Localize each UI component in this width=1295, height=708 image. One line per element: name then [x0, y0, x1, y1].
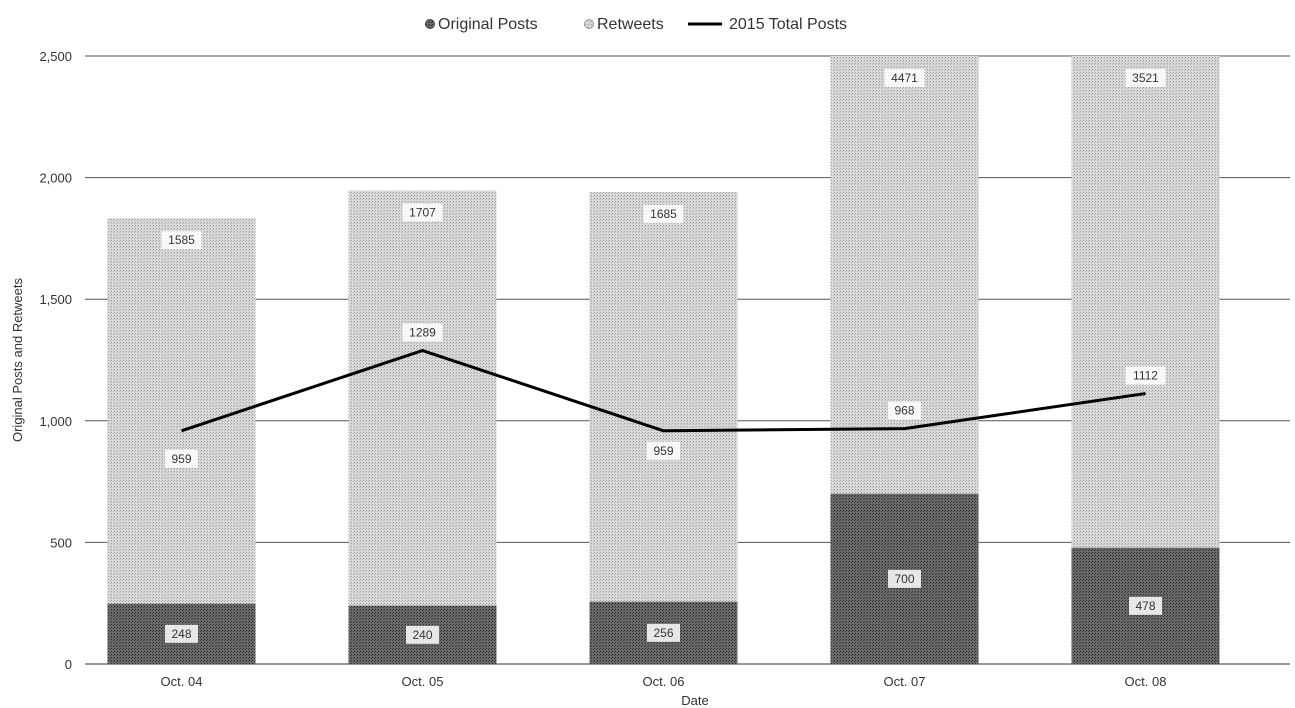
data-label-retweets-bg — [643, 204, 684, 223]
data-label-total-posts-bg — [402, 323, 443, 342]
y-tick-labels: 0 500 1,000 1,500 2,000 2,500 — [39, 49, 72, 672]
data-label-retweets-bg — [884, 69, 925, 87]
data-label-total-posts-text: 1112 — [1133, 369, 1158, 383]
data-label-original-posts: 700 — [888, 569, 921, 588]
data-label-original-posts-text: 256 — [653, 626, 673, 640]
data-label-original-posts-text: 248 — [171, 627, 191, 641]
data-label-retweets-text: 1685 — [650, 207, 677, 221]
data-label-retweets-text: 3521 — [1132, 71, 1159, 85]
data-label-total-posts-bg — [647, 441, 680, 460]
x-tick-label: Oct. 06 — [643, 674, 685, 689]
data-label-retweets: 1685 — [643, 204, 684, 223]
data-label-total-posts-bg — [888, 401, 921, 420]
data-label-total-posts-bg — [165, 449, 198, 468]
data-label-total-posts-text: 968 — [894, 404, 914, 418]
data-label-retweets: 1707 — [402, 203, 443, 222]
y-tick-label: 2,000 — [39, 171, 72, 186]
data-label-total-posts: 968 — [888, 401, 921, 420]
data-label-total-posts: 1112 — [1125, 366, 1166, 385]
data-label-retweets-bg — [161, 231, 202, 250]
data-label-original-posts-text: 478 — [1135, 599, 1155, 613]
y-tick-label: 500 — [50, 535, 72, 550]
data-label-original-posts-bg — [888, 569, 921, 588]
y-tick-label: 1,500 — [39, 292, 72, 307]
x-tick-label: Oct. 07 — [884, 674, 926, 689]
data-label-total-posts-text: 959 — [171, 452, 191, 466]
legend-label-retweets: Retweets — [597, 16, 664, 33]
data-label-total-posts-bg — [1125, 366, 1166, 385]
data-label-original-posts-bg — [406, 625, 439, 644]
bar-retweets — [348, 190, 497, 606]
data-label-retweets-text: 1707 — [409, 205, 436, 219]
data-label-original-posts-bg — [165, 624, 198, 643]
x-tick-labels: Oct. 04 Oct. 05 Oct. 06 Oct. 07 Oct. 08 — [161, 674, 1167, 689]
series-line-total-posts — [181, 349, 1146, 433]
data-label-retweets-text: 4471 — [891, 71, 918, 85]
data-label-original-posts: 478 — [1129, 596, 1162, 615]
x-tick-label: Oct. 05 — [402, 674, 444, 689]
data-labels: 248 1585 240 1707 256 1685 700 4471 478 3521 959 12… — [161, 69, 1166, 644]
legend-marker-original-posts — [425, 19, 435, 29]
data-label-total-posts: 1289 — [402, 323, 443, 342]
y-tick-label: 0 — [65, 657, 72, 672]
x-tick-label: Oct. 08 — [1125, 674, 1167, 689]
data-label-original-posts-text: 700 — [894, 572, 914, 586]
data-label-total-posts-text: 1289 — [409, 326, 436, 340]
bar-retweets — [589, 191, 738, 602]
data-label-original-posts-bg — [1129, 596, 1162, 615]
data-label-original-posts: 240 — [406, 625, 439, 644]
y-axis-title: Original Posts and Retweets — [10, 277, 25, 442]
data-label-total-posts-text: 959 — [653, 444, 673, 458]
legend-label-original-posts: Original Posts — [438, 16, 538, 33]
data-label-retweets: 4471 — [884, 69, 925, 87]
legend: Original Posts Retweets 2015 Total Posts — [425, 16, 847, 33]
data-label-retweets: 1585 — [161, 231, 202, 250]
data-label-retweets-bg — [1125, 69, 1166, 87]
data-label-original-posts: 248 — [165, 624, 198, 643]
bars — [107, 56, 1220, 664]
x-axis-title: Date — [681, 693, 708, 708]
y-tick-label: 2,500 — [39, 49, 72, 64]
data-label-total-posts: 959 — [647, 441, 680, 460]
legend-marker-retweets — [584, 19, 594, 29]
data-label-original-posts: 256 — [647, 623, 680, 642]
line-series — [181, 349, 1146, 433]
y-tick-label: 1,000 — [39, 414, 72, 429]
data-label-retweets-bg — [402, 203, 443, 222]
x-tick-label: Oct. 04 — [161, 674, 203, 689]
bar-retweets — [1071, 56, 1220, 548]
data-label-original-posts-bg — [647, 623, 680, 642]
bar-retweets — [107, 218, 256, 604]
data-label-original-posts-text: 240 — [412, 628, 432, 642]
data-label-total-posts: 959 — [165, 449, 198, 468]
data-label-retweets-text: 1585 — [168, 233, 195, 247]
legend-label-total-posts: 2015 Total Posts — [729, 16, 847, 33]
data-label-retweets: 3521 — [1125, 69, 1166, 87]
